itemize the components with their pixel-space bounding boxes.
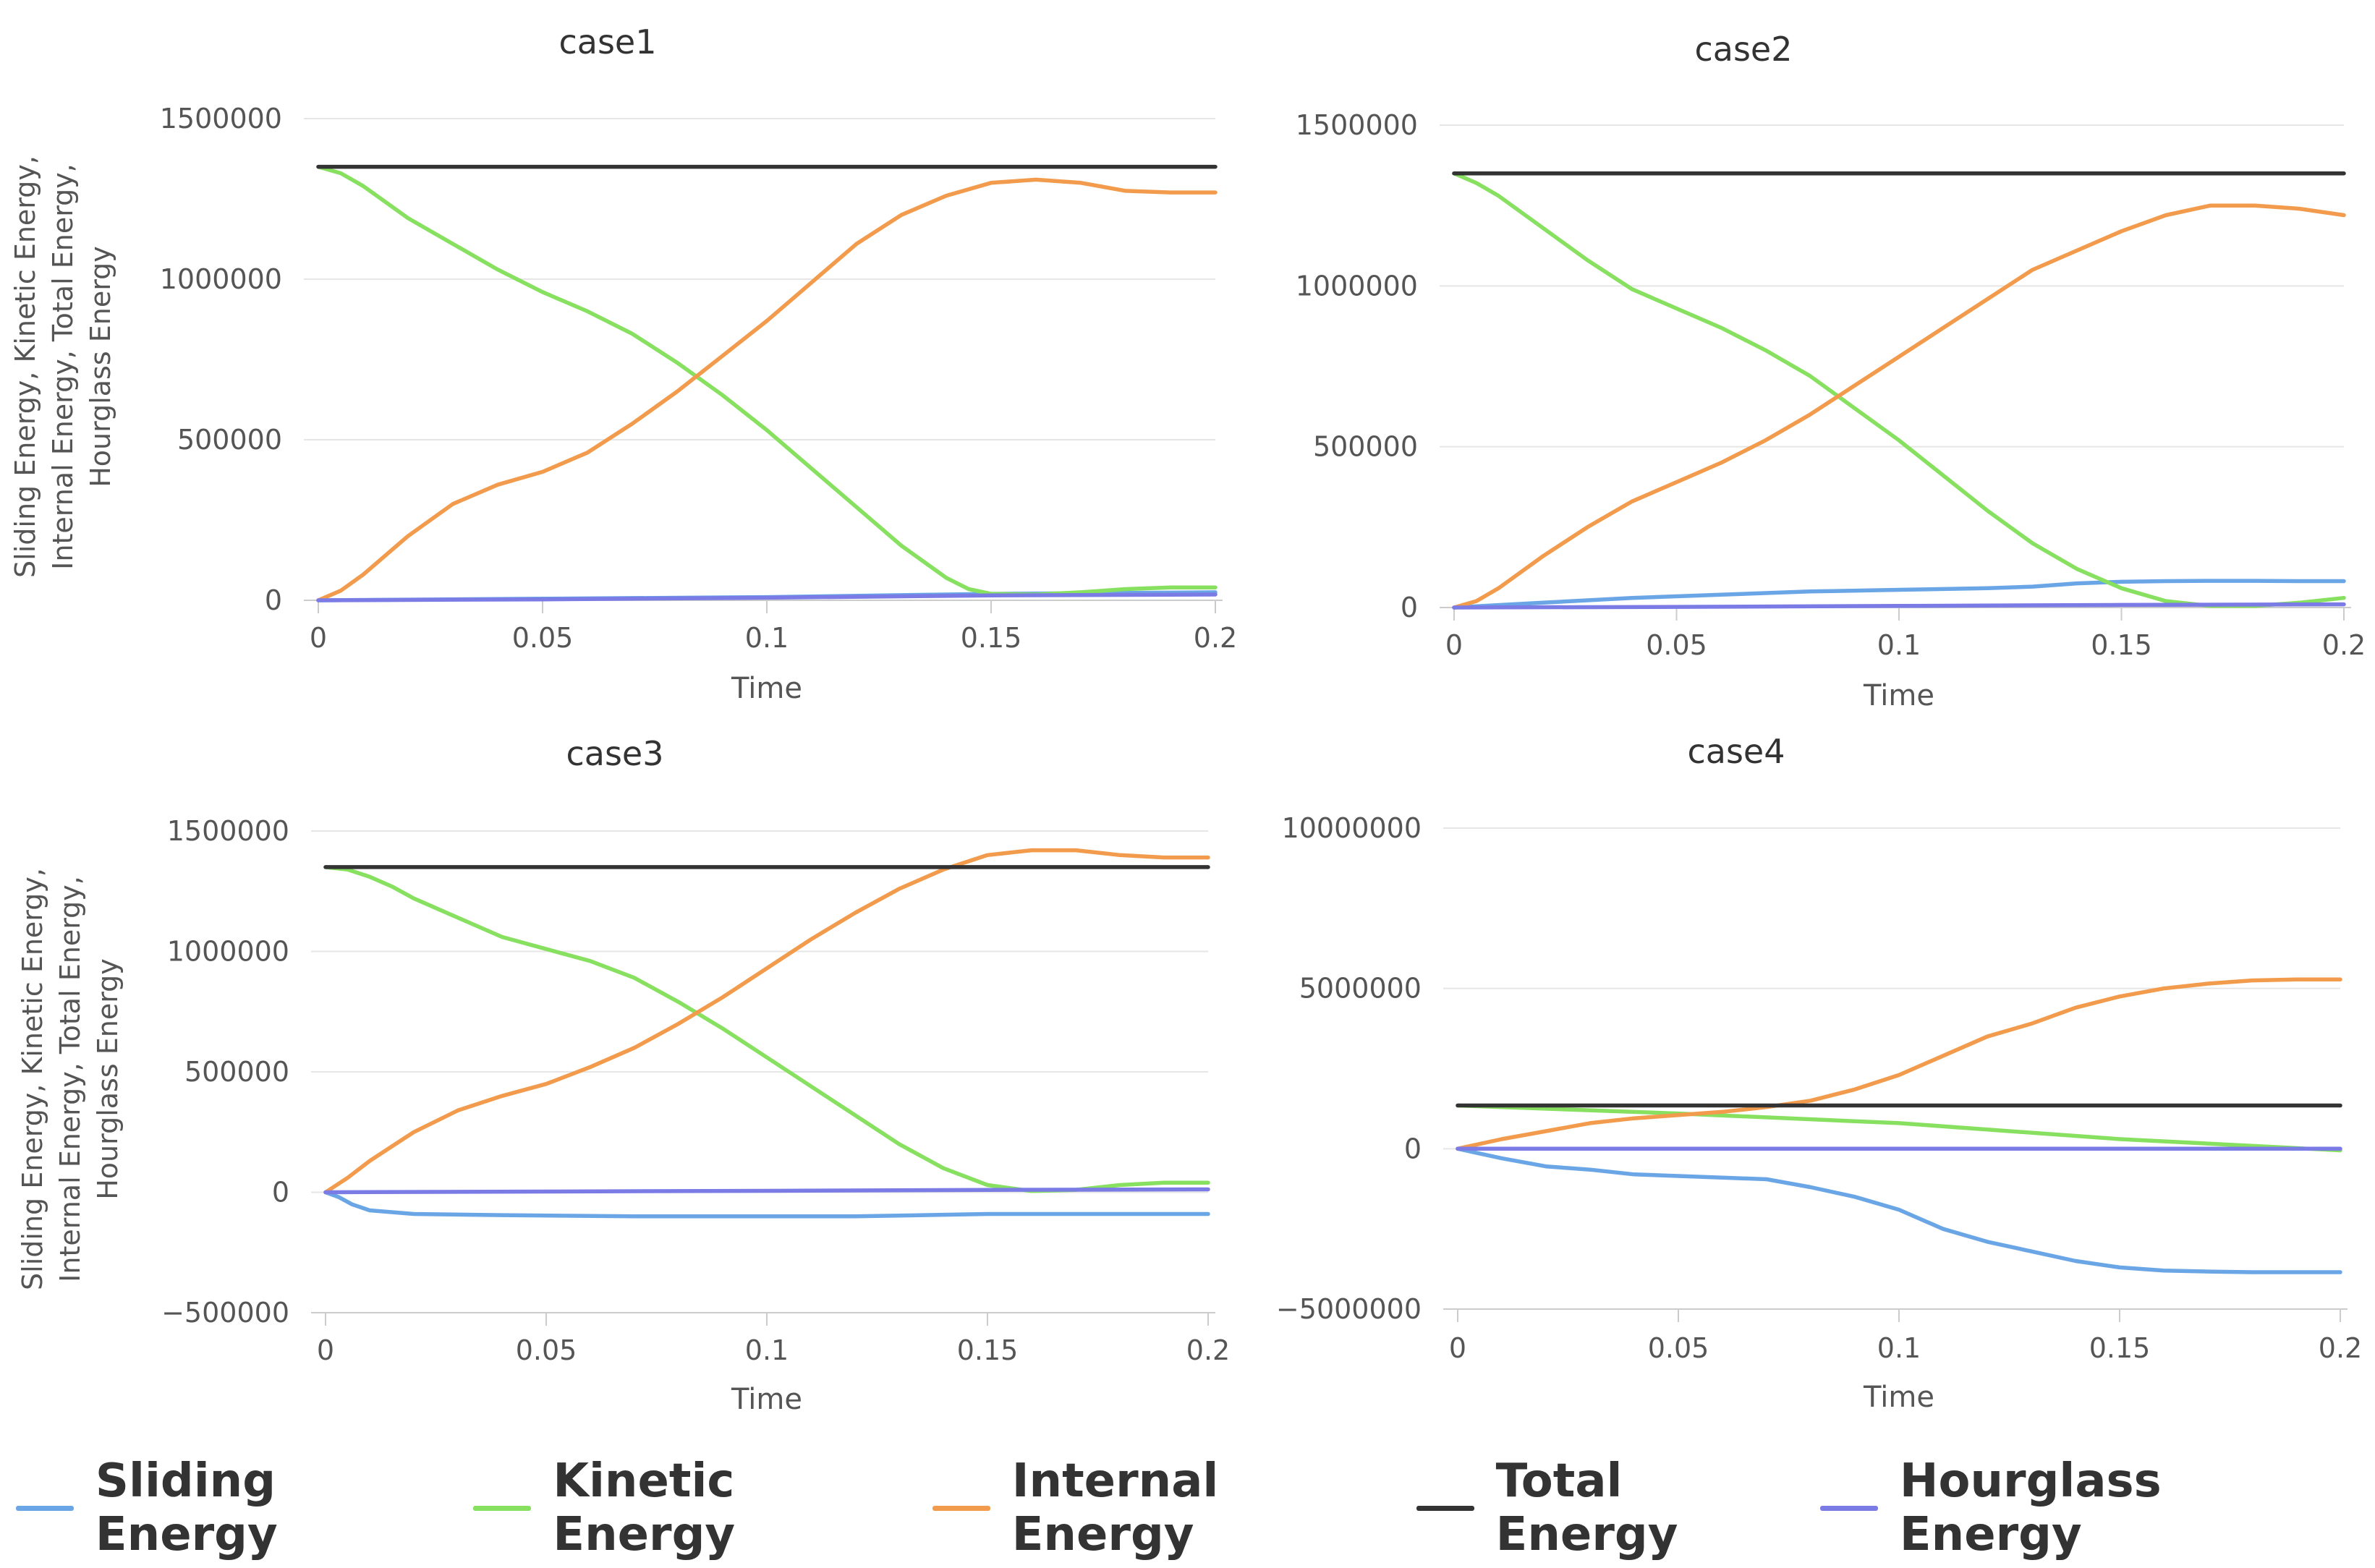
x-axis-title: Time — [731, 1383, 802, 1416]
series-line-sliding-energy — [1452, 579, 2346, 610]
y-tick-label: 0 — [265, 584, 282, 616]
y-axis-title: Sliding Energy, Kinetic Energy, Internal … — [9, 155, 116, 578]
series-line-kinetic-energy — [1456, 1103, 2342, 1153]
x-tick-label: 0.15 — [2089, 1332, 2151, 1364]
chart-title: case4 — [1687, 732, 1785, 771]
y-tick-label: 1000000 — [1296, 270, 1418, 302]
y-tick-label: 0 — [272, 1177, 289, 1209]
series-line-hourglass-energy — [323, 1187, 1210, 1195]
x-tick-label: 0.15 — [2091, 629, 2152, 661]
y-tick-label: 1500000 — [1296, 109, 1418, 141]
chart-case4: case4 −5000000 0 5000000 10000000 0 0.05 0.1 0.1… — [1276, 732, 2362, 1414]
y-axis-title-line: Hourglass Energy — [92, 958, 124, 1200]
y-tick-label: 1500000 — [167, 815, 289, 847]
series-line-internal-energy — [323, 848, 1210, 1195]
x-tick-label: 0.05 — [516, 1334, 577, 1366]
x-tick-label: 0.2 — [1186, 1334, 1230, 1366]
x-tick-label: 0.1 — [745, 1334, 789, 1366]
x-tick-label: 0.1 — [1877, 629, 1921, 661]
chart-title: case2 — [1694, 30, 1792, 69]
y-tick-label: 500000 — [184, 1056, 289, 1088]
series-line-kinetic-energy — [323, 865, 1210, 1193]
series-line-internal-energy — [1456, 977, 2342, 1151]
y-tick-label: −5000000 — [1276, 1293, 1422, 1325]
x-tick-label: 0.05 — [512, 622, 574, 654]
chart-title: case1 — [558, 22, 656, 61]
x-axis-title: Time — [731, 672, 802, 705]
x-tick-label: 0.05 — [1646, 629, 1707, 661]
legend-swatch-kinetic-energy — [473, 1505, 532, 1511]
x-tick-label: 0.15 — [957, 1334, 1019, 1366]
y-tick-label: 10000000 — [1282, 812, 1422, 844]
y-axis-title-line: Internal Energy, Total Energy, — [54, 876, 86, 1282]
legend-label-internal-energy: Internal Energy — [1011, 1454, 1219, 1561]
energy-charts: case1 0 500000 1000000 1500000 0 0.05 0.1 0.15 0.… — [9, 22, 2366, 1416]
y-tick-label: 1500000 — [160, 103, 282, 135]
y-axis-title-line: Sliding Energy, Kinetic Energy, — [9, 155, 41, 578]
series-line-kinetic-energy — [1452, 171, 2346, 608]
x-tick-label: 0.1 — [745, 622, 789, 654]
series-line-hourglass-energy — [1452, 602, 2346, 610]
x-tick-label: 0 — [317, 1334, 334, 1366]
series-line-kinetic-energy — [316, 164, 1218, 597]
y-axis-title-line: Internal Energy, Total Energy, — [47, 163, 79, 570]
legend-label-sliding-energy: Sliding Energy — [95, 1454, 278, 1561]
chart-case2: case2 0 500000 1000000 1500000 0 0.05 0.1 0.15 0.… — [1296, 30, 2366, 712]
legend-item-total-energy[interactable]: Total Energy — [1416, 1454, 1820, 1561]
x-tick-label: 0.1 — [1877, 1332, 1921, 1364]
legend-swatch-hourglass-energy — [1820, 1505, 1878, 1511]
x-tick-label: 0 — [1449, 1332, 1466, 1364]
y-tick-label: 1000000 — [167, 936, 289, 968]
legend-swatch-total-energy — [1416, 1505, 1474, 1511]
y-axis-title: Sliding Energy, Kinetic Energy, Internal … — [17, 868, 124, 1290]
chart-case1: case1 0 500000 1000000 1500000 0 0.05 0.1 0.15 0.… — [9, 22, 1237, 705]
x-axis-title: Time — [1863, 679, 1934, 712]
chart-title: case3 — [566, 734, 663, 773]
series-line-internal-energy — [316, 177, 1218, 602]
y-axis-title-line: Sliding Energy, Kinetic Energy, — [17, 868, 48, 1290]
series-line-internal-energy — [1452, 203, 2346, 610]
series-line-sliding-energy — [1456, 1146, 2342, 1274]
y-tick-label: 500000 — [177, 424, 282, 456]
x-tick-label: 0.2 — [2319, 1332, 2362, 1364]
y-tick-label: 0 — [1401, 592, 1418, 623]
y-tick-label: 1000000 — [160, 263, 282, 295]
legend-label-kinetic-energy: Kinetic Energy — [553, 1454, 736, 1561]
y-tick-label: 5000000 — [1299, 973, 1422, 1005]
y-tick-label: −500000 — [161, 1297, 289, 1329]
y-tick-label: 500000 — [1313, 431, 1418, 463]
legend-item-hourglass-energy[interactable]: Hourglass Energy — [1820, 1454, 2359, 1561]
x-tick-label: 0.2 — [2322, 629, 2366, 661]
legend-swatch-internal-energy — [932, 1505, 990, 1511]
x-axis-title: Time — [1863, 1381, 1934, 1414]
legend: Sliding Energy Kinetic Energy Internal E… — [0, 1454, 2375, 1561]
x-tick-label: 0 — [310, 622, 327, 654]
y-tick-label: 0 — [1404, 1133, 1422, 1164]
x-tick-label: 0 — [1445, 629, 1463, 661]
legend-label-hourglass-energy: Hourglass Energy — [1899, 1454, 2162, 1561]
x-tick-label: 0.2 — [1194, 622, 1237, 654]
legend-swatch-sliding-energy — [16, 1505, 74, 1511]
legend-item-internal-energy[interactable]: Internal Energy — [932, 1454, 1416, 1561]
legend-item-sliding-energy[interactable]: Sliding Energy — [16, 1454, 473, 1561]
y-axis-title-line: Hourglass Energy — [85, 246, 116, 487]
chart-case3: case3 −500000 0 500000 1000000 1500000 0 0.05 0.… — [17, 734, 1230, 1416]
series-line-sliding-energy — [323, 1190, 1210, 1219]
legend-label-total-energy: Total Energy — [1495, 1454, 1678, 1561]
x-tick-label: 0.05 — [1648, 1332, 1709, 1364]
series-line-hourglass-energy — [316, 592, 1218, 602]
legend-item-kinetic-energy[interactable]: Kinetic Energy — [473, 1454, 932, 1561]
x-tick-label: 0.15 — [961, 622, 1022, 654]
